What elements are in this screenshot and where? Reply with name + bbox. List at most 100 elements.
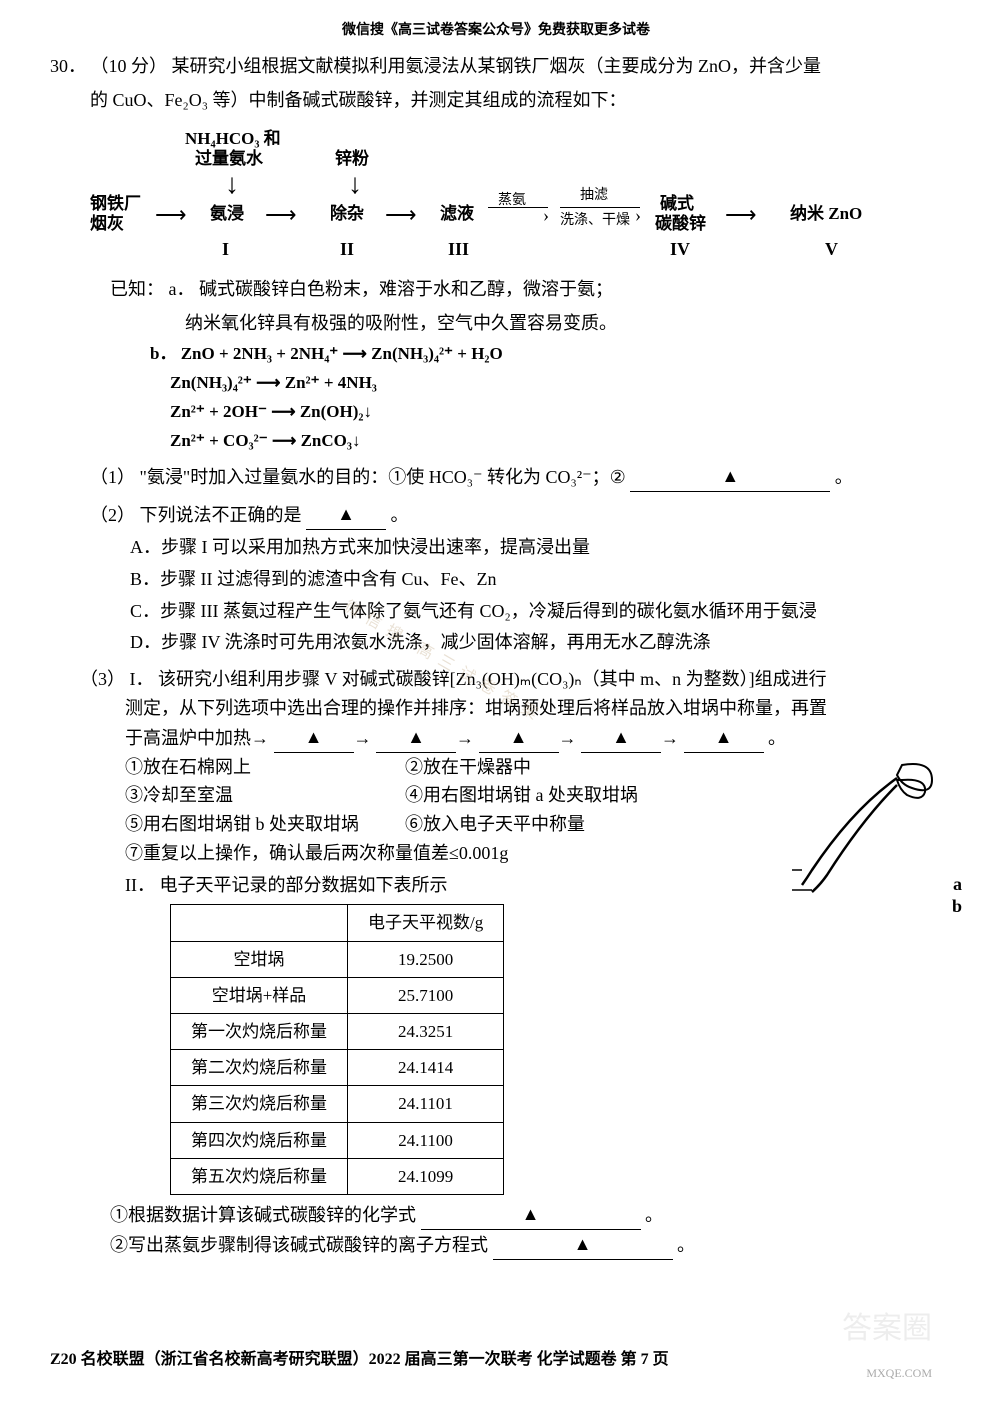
table-row: 第二次灼烧后称量24.1414 [171,1050,504,1086]
fc-node5: 纳米 ZnO [790,200,862,227]
table-cell-label: 空坩埚+样品 [171,977,348,1013]
known-a-text1: 碱式碳酸锌白色粉末，难溶于水和乙醇，微溶于氨； [199,279,613,299]
fc-step2: II [340,235,354,264]
fc-arrow4-bottom: 洗涤、干燥 [560,210,630,232]
triangle-icon: ▲ [305,727,323,747]
fc-step5: V [825,235,838,264]
q1-text: "氨浸"时加入过量氨水的目的：①使 HCO₃⁻ 转化为 CO₃²⁻；② [140,467,626,487]
arrow-head: › [543,201,549,230]
period: 。 [645,1205,663,1225]
step-1: ①放在石棉网上 [125,753,405,782]
q1-label: （1） [90,467,135,487]
known-b-label: b． [150,344,176,363]
fc-arrow3-top: 蒸氨 [498,190,526,212]
sub-question-2: （2） 下列说法不正确的是 ▲ 。 [50,500,942,530]
blank-field: ▲ [479,723,559,753]
equation-3: Zn²⁺ + 2OH⁻ ⟶ Zn(OH)₂↓ [50,398,942,425]
blank-field: ▲ [306,500,386,530]
known-a-line2: 纳米氧化锌具有极强的吸附性，空气中久置容易变质。 [50,309,942,338]
triangle-icon: ▲ [721,466,739,486]
arrow-line [488,207,548,208]
equation-2: Zn(NH₃)₄²⁺ ⟶ Zn²⁺ + 4NH₃ [50,369,942,396]
table-row: 第四次灼烧后称量24.1100 [171,1122,504,1158]
step-3: ③冷却至室温 [125,781,405,810]
blank-field: ▲ [493,1230,673,1260]
arrow-right-icon: ⟶ [385,197,417,232]
question-stem-line1: 30． （10 分） 某研究小组根据文献模拟利用氨浸法从某钢铁厂烟灰（主要成分为… [50,52,942,81]
triangle-icon: ▲ [337,504,355,524]
option-d: D．步骤 IV 洗涤时可先用浓氨水洗涤，减少固体溶解，再用无水乙醇洗涤 [50,628,942,657]
table-cell-value: 24.1101 [348,1086,504,1122]
arrow-head: › [635,201,641,230]
blank-field: ▲ [376,723,456,753]
table-cell-value: 25.7100 [348,977,504,1013]
triangle-icon: ▲ [510,727,528,747]
option-b: B．步骤 II 过滤得到的滤渣中含有 Cu、Fe、Zn [50,565,942,594]
triangle-icon: ▲ [574,1234,592,1254]
table-cell-value: 24.1100 [348,1122,504,1158]
step-6: ⑥放入电子天平中称量 [405,810,585,839]
triangle-icon: ▲ [522,1204,540,1224]
table-cell-label: 第三次灼烧后称量 [171,1086,348,1122]
blank-field: ▲ [581,723,661,753]
table-row: 空坩埚+样品25.7100 [171,977,504,1013]
data-table: 电子天平视数/g 空坩埚19.2500 空坩埚+样品25.7100 第一次灼烧后… [170,904,504,1195]
table-cell-label: 第二次灼烧后称量 [171,1050,348,1086]
period: 。 [768,728,786,748]
table-header-row: 电子天平视数/g [171,905,504,941]
final-q2: ②写出蒸氨步骤制得该碱式碳酸锌的离子方程式 ▲ 。 [50,1230,942,1260]
fc-node2: 除杂 [330,200,364,227]
fc-arrow4-top: 抽滤 [580,185,608,207]
known-b: b． ZnO + 2NH₃ + 2NH₄⁺ ⟶ Zn(NH₃)₄²⁺ + H₂O [50,340,942,367]
equation-1: ZnO + 2NH₃ + 2NH₄⁺ ⟶ Zn(NH₃)₄²⁺ + H₂O [181,344,503,363]
step-2: ②放在干燥器中 [405,753,531,782]
question-stem-line2: 的 CuO、Fe₂O₃ 等）中制备碱式碳酸锌，并测定其组成的流程如下： [50,86,942,115]
equation-4: Zn²⁺ + CO₃²⁻ ⟶ ZnCO₃↓ [50,427,942,454]
q3-II-text: 电子天平记录的部分数据如下表所示 [160,875,448,895]
flowchart: NH₄HCO₃ 和 过量氨水 锌粉 ↓ ↓ 钢铁厂 烟灰 ⟶ 氨浸 ⟶ 除杂 ⟶… [110,125,942,265]
q3-I-text3: 于高温炉中加热→ ▲→ ▲→ ▲→ ▲→ ▲ 。 [50,723,942,753]
arrow-right-icon: ⟶ [265,197,297,232]
table-cell-value: 24.3251 [348,1014,504,1050]
fc-node3: 滤液 [440,200,474,227]
option-c: C．步骤 III 蒸氨过程产生气体除了氨气还有 CO₂，冷凝后得到的碳化氨水循环… [50,597,942,626]
period: 。 [835,467,853,487]
table-row: 第一次灼烧后称量24.3251 [171,1014,504,1050]
table-row: 第五次灼烧后称量24.1099 [171,1158,504,1194]
q3-label: （3） [80,669,125,689]
arrow-right-icon: ⟶ [725,197,757,232]
blank-field: ▲ [684,723,764,753]
table-header-blank [171,905,348,941]
arrow-right-icon: ⟶ [155,197,187,232]
step-5: ⑤用右图坩埚钳 b 处夹取坩埚 [125,810,405,839]
arrow-line [560,207,640,208]
tongs-diagram [792,750,942,910]
fc-node4-l2: 碳酸锌 [655,210,706,237]
step-4: ④用右图坩埚钳 a 处夹取坩埚 [405,781,638,810]
triangle-icon: ▲ [715,727,733,747]
q3-I-label: I． [130,669,154,689]
known-prefix: 已知： [110,279,164,299]
question-text1: 某研究小组根据文献模拟利用氨浸法从某钢铁厂烟灰（主要成分为 ZnO，并含少量 [172,56,822,76]
q2-label: （2） [90,505,135,525]
period: 。 [677,1235,695,1255]
fc-step4: IV [670,235,690,264]
option-a: A．步骤 I 可以采用加热方式来加快浸出速率，提高浸出量 [50,533,942,562]
known-a-line1: 已知： a． 碱式碳酸锌白色粉末，难溶于水和乙醇，微溶于氨； [50,275,942,304]
q3-text3-label: 于高温炉中加热→ [125,728,269,748]
blank-field: ▲ [630,462,830,492]
sub-question-1: （1） "氨浸"时加入过量氨水的目的：①使 HCO₃⁻ 转化为 CO₃²⁻；② … [50,462,942,492]
table-cell-value: 24.1099 [348,1158,504,1194]
watermark-url: MXQE.COM [866,1364,932,1383]
fc-node1: 氨浸 [210,200,244,227]
table-row: 第三次灼烧后称量24.1101 [171,1086,504,1122]
blank-field: ▲ [274,723,354,753]
table-cell-label: 第五次灼烧后称量 [171,1158,348,1194]
final-q2-text: ②写出蒸氨步骤制得该碱式碳酸锌的离子方程式 [110,1235,488,1255]
table-cell-value: 24.1414 [348,1050,504,1086]
table-cell-label: 第四次灼烧后称量 [171,1122,348,1158]
fc-step1: I [222,235,229,264]
watermark-logo: 答案圈 [842,1305,932,1353]
period: 。 [391,505,409,525]
final-q1: ①根据数据计算该碱式碳酸锌的化学式 ▲ 。 [50,1200,942,1230]
